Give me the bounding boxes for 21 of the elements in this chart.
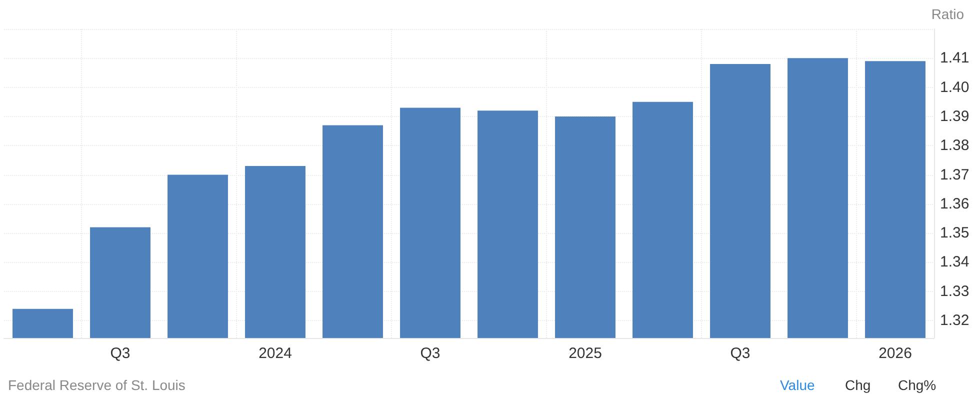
x-tick-label: 2025 [568,345,602,362]
y-axis-title: Ratio [931,6,964,22]
y-tick-label: 1.33 [940,282,970,300]
x-tick-label: Q3 [110,345,130,362]
y-tick-label: 1.38 [940,137,970,154]
text: Chg% [898,377,936,393]
x-tick-label: 2024 [258,345,292,362]
y-tick-label: 1.37 [940,166,970,184]
x-tick-label: Q3 [730,345,750,362]
y-tick-label: 1.40 [940,78,970,96]
text: Value [780,377,815,393]
x-tick-label: Q3 [420,345,440,362]
y-tick-label: 1.39 [940,108,970,125]
y-tick-label: 1.35 [940,224,970,242]
y-tick-label: 1.41 [940,50,970,67]
x-tick-label: 2026 [878,345,912,362]
y-tick-label: 1.36 [940,195,970,212]
text: Chg [845,377,871,393]
text: Federal Reserve of St. Louis [8,377,186,393]
y-tick-label: 1.32 [940,312,970,330]
y-tick-label: 1.34 [940,254,970,271]
